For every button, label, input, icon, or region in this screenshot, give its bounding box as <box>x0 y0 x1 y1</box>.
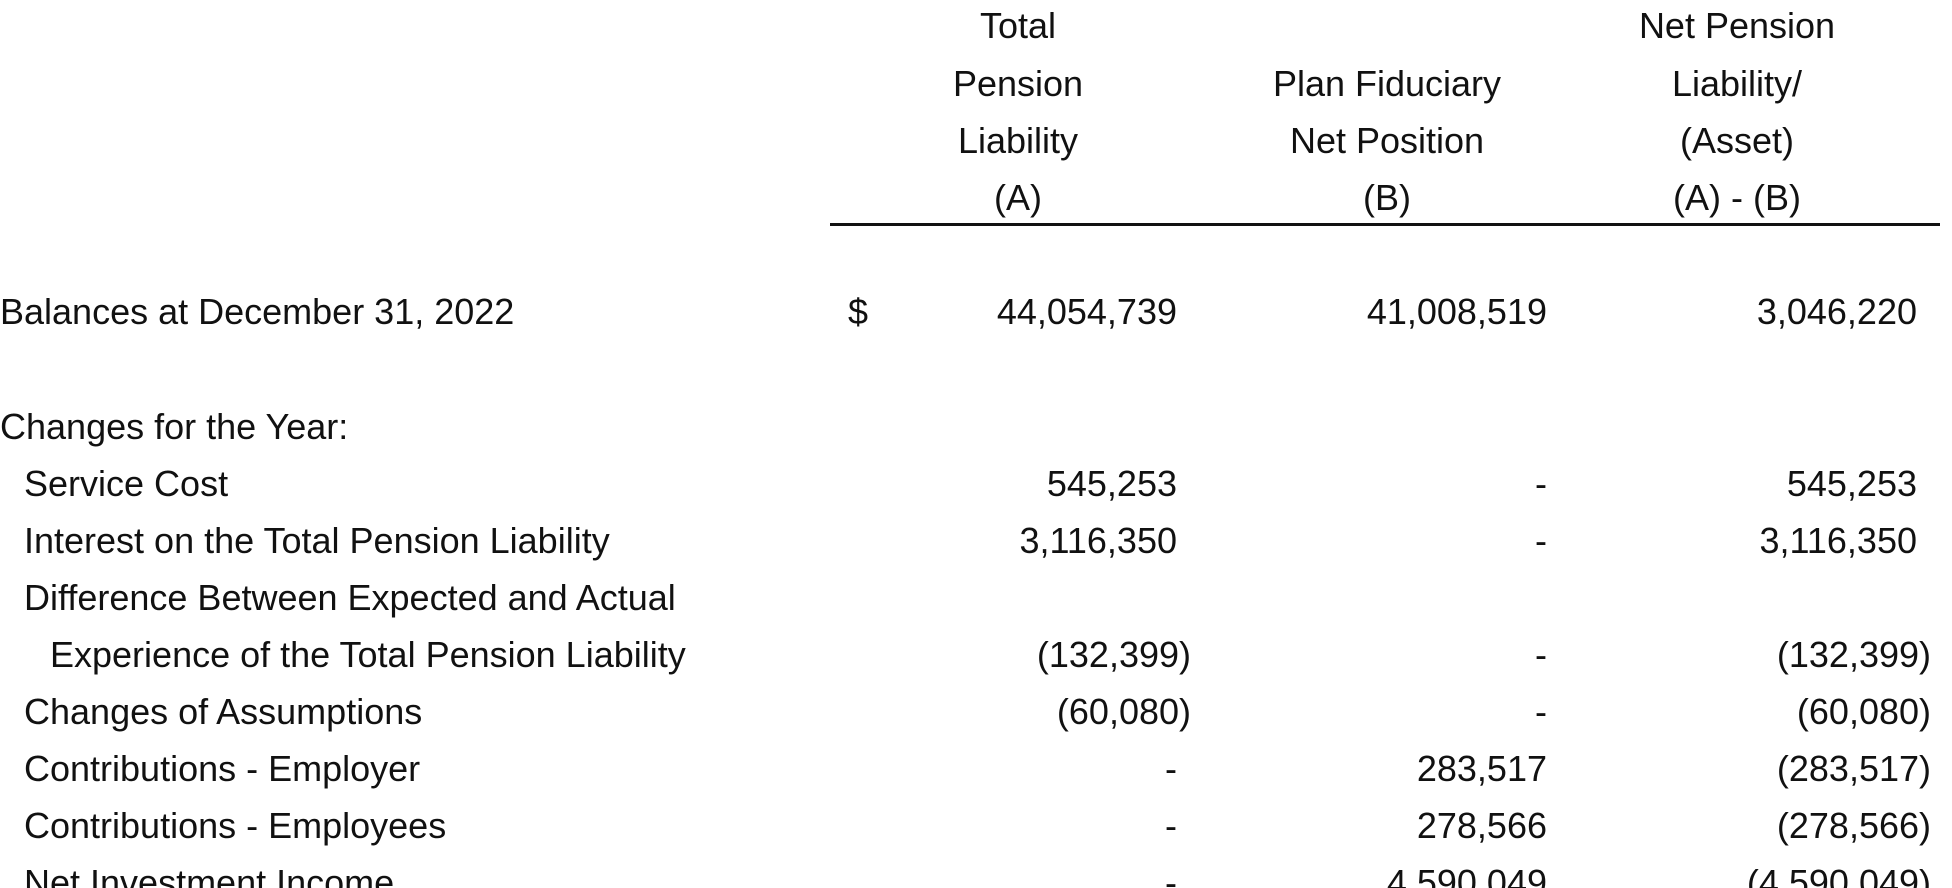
col-a-header-line-2: Pension <box>952 63 1084 104</box>
col-c-header-line-3: (Asset) <box>1679 120 1795 161</box>
col-a-header-line-4: (A) <box>994 177 1042 218</box>
col-b-header-line-3: (B) <box>1363 177 1411 218</box>
row-label: Changes of Assumptions <box>24 691 423 732</box>
row-col-c: (283,517) <box>1776 748 1931 789</box>
row-label: Contributions - Employees <box>24 805 447 846</box>
balances-label: Balances at December 31, 2022 <box>0 291 515 332</box>
row-col-b: - <box>1535 634 1547 675</box>
row-col-a: (132,399) <box>1036 634 1191 675</box>
row-label: Difference Between Expected and Actual <box>24 577 676 618</box>
header-underline <box>830 223 1940 226</box>
col-c-header-line-4: (A) - (B) <box>1673 177 1801 218</box>
col-a-header-line-3: Liability <box>957 120 1079 161</box>
row-col-c: (278,566) <box>1776 805 1931 846</box>
changes-heading: Changes for the Year: <box>0 406 349 447</box>
balances-col-c: 3,046,220 <box>1756 291 1917 332</box>
row-label: Net Investment Income <box>24 862 395 888</box>
row-col-b: 278,566 <box>1416 805 1547 846</box>
row-col-a: (60,080) <box>1056 691 1191 732</box>
col-c-header-line-1: Net Pension <box>1638 5 1836 46</box>
row-col-a: 545,253 <box>1046 463 1177 504</box>
col-b-header-line-1: Plan Fiduciary <box>1272 63 1502 104</box>
currency-symbol: $ <box>848 291 869 332</box>
col-b-header-line-2: Net Position <box>1289 120 1485 161</box>
row-col-b: - <box>1535 463 1547 504</box>
balances-col-a: 44,054,739 <box>996 291 1177 332</box>
row-col-c: (4,590,049) <box>1746 862 1931 888</box>
row-col-b: 4,590,049 <box>1386 862 1547 888</box>
row-col-c: (132,399) <box>1776 634 1931 675</box>
row-col-a: - <box>1165 862 1177 888</box>
row-col-a: - <box>1165 748 1177 789</box>
row-col-b: - <box>1535 691 1547 732</box>
row-label: Contributions - Employer <box>24 748 421 789</box>
row-col-c: 545,253 <box>1786 463 1917 504</box>
col-a-header-line-1: Total <box>979 5 1057 46</box>
row-col-b: 283,517 <box>1416 748 1547 789</box>
row-col-b: - <box>1535 520 1547 561</box>
row-col-a: - <box>1165 805 1177 846</box>
row-col-c: 3,116,350 <box>1759 520 1917 561</box>
col-c-header-line-2: Liability/ <box>1671 63 1803 104</box>
row-col-c: (60,080) <box>1796 691 1931 732</box>
row-col-a: 3,116,350 <box>1019 520 1177 561</box>
balances-col-b: 41,008,519 <box>1366 291 1547 332</box>
row-label: Experience of the Total Pension Liabilit… <box>50 634 686 675</box>
row-label: Service Cost <box>24 463 229 504</box>
row-label: Interest on the Total Pension Liability <box>24 520 610 561</box>
